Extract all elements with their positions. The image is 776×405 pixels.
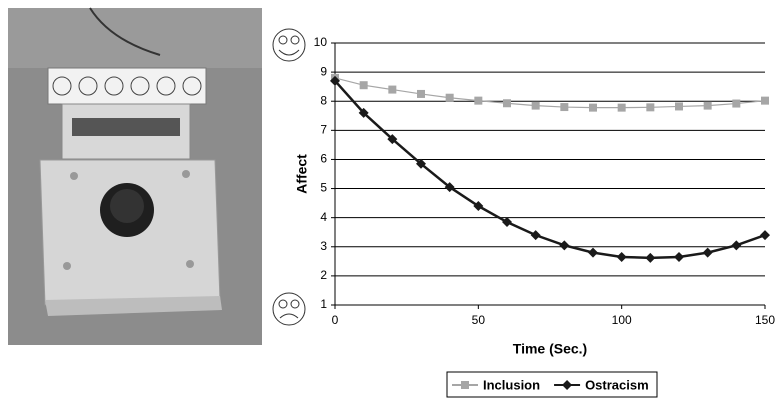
figure: Affect Time (Sec.) 12345678910050100150I… [0,0,776,405]
sad-face-icon [273,293,305,325]
marker [588,248,598,258]
marker [760,230,770,240]
x-tick-label: 150 [755,313,775,327]
marker [618,104,626,112]
marker [731,240,741,250]
marker [732,100,740,108]
marker [589,104,597,112]
y-tick-label: 9 [320,64,327,78]
legend-label: Ostracism [585,377,649,392]
marker [761,97,769,105]
x-tick-label: 0 [332,313,339,327]
marker [360,81,368,89]
marker [675,102,683,110]
y-tick-label: 5 [320,181,327,195]
y-tick-label: 1 [320,297,327,311]
marker [704,102,712,110]
marker [502,217,512,227]
x-tick-label: 100 [612,313,632,327]
marker [703,248,713,258]
x-tick-label: 50 [472,313,486,327]
marker [388,86,396,94]
marker [474,97,482,105]
y-tick-label: 2 [320,268,327,282]
marker [503,99,511,107]
marker [646,103,654,111]
marker [560,103,568,111]
y-tick-label: 4 [320,210,327,224]
marker [559,240,569,250]
series-line [335,81,765,258]
y-axis-title: Affect [294,154,310,194]
marker [674,252,684,262]
y-tick-label: 8 [320,93,327,107]
y-tick-label: 7 [320,123,327,137]
happy-face-icon [273,29,305,61]
marker [645,253,655,263]
device-photo [8,8,262,345]
marker [532,102,540,110]
legend-label: Inclusion [483,377,540,392]
marker [531,230,541,240]
marker [417,90,425,98]
series-line [335,78,765,108]
marker [461,381,469,389]
x-axis-title: Time (Sec.) [513,341,587,357]
y-tick-label: 3 [320,239,327,253]
marker [617,252,627,262]
marker [446,94,454,102]
y-tick-label: 10 [314,35,328,49]
y-tick-label: 6 [320,152,327,166]
